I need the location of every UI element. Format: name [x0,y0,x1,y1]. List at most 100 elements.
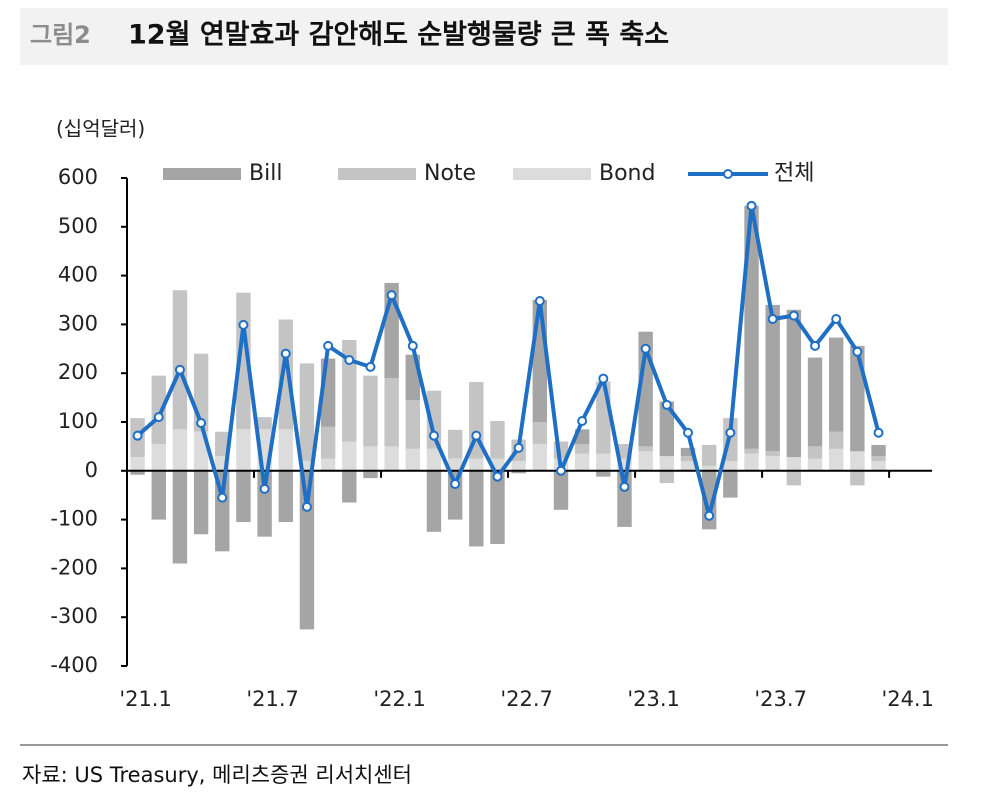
bar [723,461,738,471]
line-marker [217,492,228,503]
line-marker [450,478,461,489]
bar [426,448,442,471]
x-tick-label: '21.1 [119,687,172,711]
bar [850,470,865,486]
bar [172,470,188,564]
bar [765,456,780,471]
bar [363,470,378,479]
line-marker [555,465,566,476]
line-marker [852,346,863,357]
bar [680,456,696,462]
bar [236,470,251,523]
bar [744,205,759,449]
line-marker [831,314,842,325]
bar [278,319,293,430]
x-tick-label: '23.1 [627,687,680,711]
bar [744,453,759,471]
bar [342,470,357,503]
bar [532,443,548,471]
line-marker [492,471,503,482]
line-marker [428,430,439,441]
line-marker [704,510,715,521]
bar [807,458,823,471]
line-marker [598,373,609,384]
bar [659,456,675,471]
bar [828,448,844,471]
x-tick-label: '22.1 [373,687,426,711]
bar [786,470,802,486]
y-tick-label: 100 [58,409,98,433]
bar [447,458,463,471]
x-tick-label: '24.1 [881,687,934,711]
line-marker [386,290,397,301]
bar [278,470,293,523]
line-marker [153,412,164,423]
x-tick-label: '22.7 [500,687,553,711]
line-marker [196,417,207,428]
bar [850,345,865,452]
bar [151,375,166,444]
figure-label: 그림2 [30,21,91,49]
line-marker [471,430,482,441]
bar [871,461,886,471]
bar [596,453,611,471]
source: 자료: US Treasury, 메리츠증권 리서치센터 [22,763,412,787]
line-marker [683,427,694,438]
bar [574,453,590,471]
bar [490,421,505,459]
bar [723,470,738,498]
bar [469,458,484,471]
line-marker [746,200,757,211]
bar [807,446,823,459]
y-tick-label: 500 [58,214,98,238]
y-tick-label: -300 [50,604,98,628]
line-marker [238,319,249,330]
y-tick-label: -100 [50,507,98,531]
bar [342,441,357,471]
bar [532,422,548,444]
bar [469,470,484,547]
line-marker [788,310,799,321]
bar [363,375,378,447]
legend-swatch [163,168,241,180]
line-marker [661,399,672,410]
bar [828,431,844,449]
bar [680,447,696,457]
bar [215,431,230,457]
bar [638,451,653,471]
line-marker [577,416,588,427]
bar [659,401,675,457]
y-axis-label: (십억달러) [56,117,145,141]
line-marker [301,501,312,512]
line-marker [344,355,355,366]
legend-label: Bond [599,161,655,186]
bar [511,461,526,471]
line-marker [619,481,630,492]
bar [172,290,188,430]
bar [871,444,886,457]
bar [151,470,166,520]
bar [193,470,209,535]
y-tick-label: -200 [50,555,98,579]
line-marker [280,348,291,359]
line-series [136,203,881,518]
line-marker [534,295,545,306]
bar [786,309,802,458]
bar [596,470,611,477]
bar [320,426,336,459]
bar [553,470,569,510]
legend-label: 전체 [774,161,814,186]
y-tick-label: 200 [58,360,98,384]
y-tick-label: -400 [50,653,98,677]
legend-swatch [513,168,591,180]
chart-title: 12월 연말효과 감안해도 순발행물량 큰 폭 축소 [128,20,669,51]
line-marker [640,343,651,354]
bar [638,446,653,452]
bar [236,429,251,471]
line-marker [513,442,524,453]
bar [447,470,463,520]
y-tick-label: 400 [58,263,98,287]
bar [151,443,166,471]
x-tick-label: '21.7 [246,687,299,711]
